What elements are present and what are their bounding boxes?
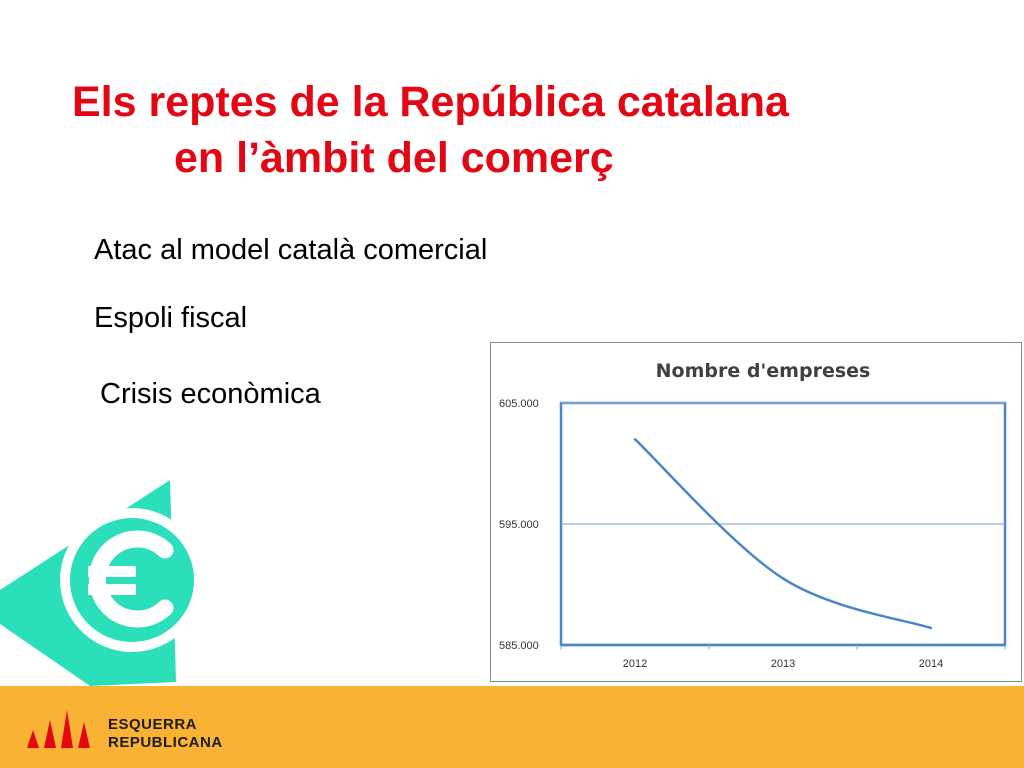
chart-title: Nombre d'empreses — [656, 360, 871, 382]
title-line-1: Els reptes de la República catalana — [72, 78, 789, 126]
title-line-2: en l’àmbit del comerç — [174, 134, 614, 182]
bullet-crisis-economica: Crisis econòmica — [100, 378, 321, 410]
chart-nombre-empreses: Nombre d'empreses 605.000 595.000 585.000 20… — [490, 342, 1022, 682]
bullet-espoli-fiscal: Espoli fiscal — [94, 302, 248, 334]
series-line — [634, 438, 932, 630]
y-tick-label: 595.000 — [499, 519, 539, 531]
chart-canvas: Nombre d'empreses 605.000 595.000 585.000 20… — [499, 360, 1007, 670]
y-tick-label: 585.000 — [499, 640, 539, 652]
x-tick-label: 2012 — [623, 658, 647, 670]
data-point — [929, 626, 933, 630]
x-tick-label: 2014 — [919, 658, 943, 670]
logo-line-1: ESQUERRA — [108, 716, 198, 733]
esquerra-logo-icon — [24, 708, 96, 755]
euro-icon — [0, 478, 212, 690]
logo-line-2: REPUBLICANA — [108, 734, 223, 751]
x-tick-label: 2013 — [771, 658, 795, 670]
bullet-model-comercial: Atac al model català comercial — [94, 234, 488, 266]
footer-bar — [0, 686, 1024, 768]
y-tick-label: 605.000 — [499, 398, 539, 410]
data-point — [781, 577, 785, 580]
logo-wordmark: ESQUERRA REPUBLICANA — [108, 716, 223, 752]
data-point — [633, 438, 637, 441]
slide-title: Els reptes de la República catalana en l… — [72, 74, 972, 186]
